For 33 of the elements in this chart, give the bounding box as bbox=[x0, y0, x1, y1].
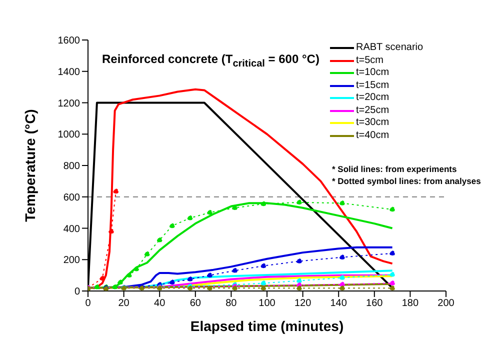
x-tick-label: 60 bbox=[190, 298, 202, 310]
y-axis-title: Temperature (°C) bbox=[22, 109, 38, 222]
legend-label: RABT scenario bbox=[356, 42, 424, 54]
annotation: * Dotted symbol lines: from analyses bbox=[332, 175, 481, 187]
x-tick-label: 140 bbox=[330, 298, 348, 310]
x-tick-label: 200 bbox=[438, 298, 455, 310]
y-tick-label: 1400 bbox=[58, 66, 80, 78]
legend-label: t=20cm bbox=[356, 92, 390, 104]
y-tick-label: 1000 bbox=[58, 130, 80, 141]
x-tick-label: 120 bbox=[294, 298, 312, 310]
y-tick-label: 200 bbox=[63, 255, 80, 266]
x-tick-label: 20 bbox=[118, 298, 130, 310]
x-tick-label: 40 bbox=[154, 298, 166, 310]
y-tick-label: 800 bbox=[63, 161, 80, 172]
text: Reinforced concrete (T$_{critical}$ = 600 °C) bbox=[102, 52, 320, 70]
x-tick-label: 80 bbox=[226, 298, 238, 310]
legend-label: t=30cm bbox=[356, 117, 390, 130]
x-tick-label: 100 bbox=[258, 298, 276, 310]
legend-label: t=40cm bbox=[356, 130, 390, 142]
x-tick-label: 160 bbox=[366, 298, 384, 310]
x-axis-title: Elapsed time (minutes) bbox=[190, 318, 344, 334]
x-tick-label: 0 bbox=[85, 298, 92, 310]
legend-label: t=25cm bbox=[356, 104, 390, 117]
annotation: * Solid lines: from experiments bbox=[332, 163, 458, 175]
y-tick-label: 0 bbox=[74, 286, 80, 298]
legend-label: t=10cm bbox=[356, 67, 390, 80]
legend-label: t=15cm bbox=[356, 80, 390, 92]
legend-label: t=5cm bbox=[356, 54, 384, 67]
y-tick-label: 600 bbox=[63, 192, 80, 204]
x-tick-label: 180 bbox=[402, 298, 419, 310]
y-tick-label: 1200 bbox=[58, 98, 80, 110]
y-tick-label: 400 bbox=[63, 224, 80, 235]
y-tick-label: 1600 bbox=[58, 36, 80, 47]
